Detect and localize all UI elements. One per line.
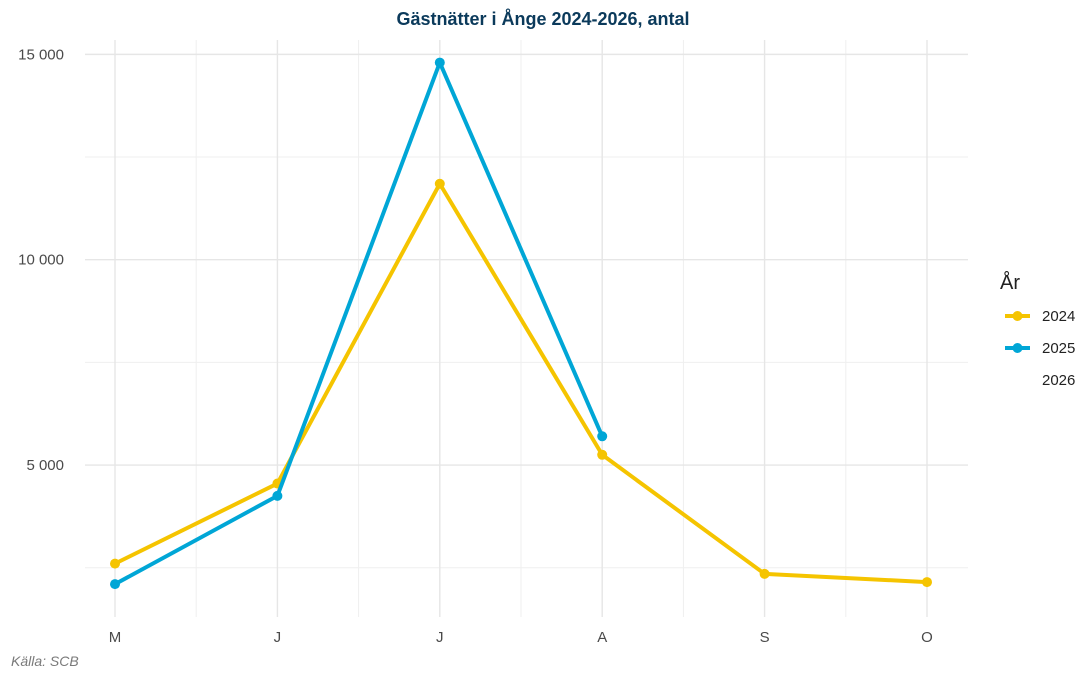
legend-key-point xyxy=(1012,343,1023,353)
x-tick-label: A xyxy=(597,629,607,646)
data-point-2024 xyxy=(110,558,120,569)
x-tick-label: M xyxy=(109,629,122,646)
y-tick-label: 15 000 xyxy=(18,46,64,63)
legend-item-2026: 2026 xyxy=(1005,372,1075,389)
legend-label: 2024 xyxy=(1042,308,1075,325)
source-caption: Källa: SCB xyxy=(11,653,79,669)
data-point-2025 xyxy=(597,431,608,442)
legend-item-2025: 2025 xyxy=(1005,340,1075,357)
legend-label: 2025 xyxy=(1042,340,1075,357)
chart-title: Gästnätter i Ånge 2024-2026, antal xyxy=(396,9,689,29)
legend: År 2024 2025 2026 xyxy=(1000,271,1075,389)
data-point-2024 xyxy=(434,178,445,189)
legend-label: 2026 xyxy=(1042,372,1075,389)
y-tick-label: 10 000 xyxy=(18,252,64,269)
grid-layer xyxy=(85,40,968,617)
data-point-2025 xyxy=(272,490,283,501)
data-point-2024 xyxy=(597,449,608,460)
legend-item-2024: 2024 xyxy=(1005,308,1075,325)
x-tick-label: O xyxy=(921,629,933,646)
data-point-2024 xyxy=(759,568,770,579)
series-line-2025 xyxy=(113,60,605,587)
x-tick-label: J xyxy=(436,629,444,646)
x-tick-label: J xyxy=(274,629,282,646)
legend-title: År xyxy=(1000,271,1020,294)
data-point-2025 xyxy=(434,57,445,68)
legend-key-point xyxy=(1012,375,1023,385)
axis-layer: 5 000 10 000 15 000 M J J A S O xyxy=(18,46,933,646)
data-point-2024 xyxy=(922,577,932,588)
data-point-2025 xyxy=(110,579,120,590)
x-tick-label: S xyxy=(760,629,770,646)
series-layer xyxy=(110,57,932,590)
y-tick-label: 5 000 xyxy=(26,457,64,474)
series-line-2024 xyxy=(113,181,929,585)
legend-key-point xyxy=(1012,311,1023,321)
